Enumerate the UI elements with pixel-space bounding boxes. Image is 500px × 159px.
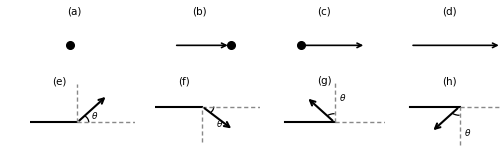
Text: $\theta$: $\theta$ <box>91 110 98 121</box>
Text: (c): (c) <box>317 6 331 16</box>
Text: (g): (g) <box>317 76 332 86</box>
Text: $\theta$: $\theta$ <box>464 127 471 138</box>
Text: (e): (e) <box>52 76 66 86</box>
Text: $\theta$: $\theta$ <box>216 118 223 129</box>
Text: (d): (d) <box>442 6 456 16</box>
Text: (b): (b) <box>192 6 206 16</box>
Text: (f): (f) <box>178 76 190 86</box>
Text: (a): (a) <box>67 6 82 16</box>
Text: $\theta$: $\theta$ <box>339 92 346 103</box>
Text: (h): (h) <box>442 76 456 86</box>
